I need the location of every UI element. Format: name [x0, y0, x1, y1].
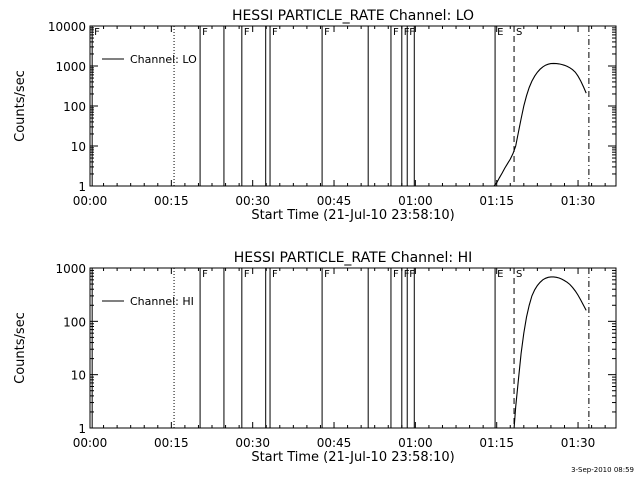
x-tick-label: 01:15: [479, 194, 514, 208]
event-marker-label: E: [497, 269, 503, 280]
x-tick-label: 00:45: [317, 194, 352, 208]
event-marker-label: F: [409, 27, 415, 38]
y-tick-label: 1000: [55, 60, 86, 74]
event-marker-label: F: [324, 27, 330, 38]
x-tick-label: 00:45: [317, 436, 352, 450]
x-tick-label: 00:30: [235, 194, 270, 208]
event-marker-label: F: [272, 269, 278, 280]
x-axis-label: Start Time (21-Jul-10 23:58:10): [251, 450, 454, 465]
event-marker-label: F: [404, 269, 410, 280]
chart-panel-2: [89, 267, 617, 429]
event-marker-label: F: [272, 27, 278, 38]
event-marker-label: F: [202, 27, 208, 38]
event-marker-label: F: [202, 269, 208, 280]
x-tick-label: 01:30: [561, 436, 596, 450]
event-marker-label: F: [324, 269, 330, 280]
y-axis-label: Counts/sec: [13, 70, 28, 142]
y-tick-label: 10: [71, 369, 86, 383]
event-marker-label: F: [244, 269, 250, 280]
event-marker-label: F: [244, 27, 250, 38]
x-tick-label: 00:00: [73, 194, 108, 208]
event-marker-label: F: [404, 27, 410, 38]
x-tick-label: 00:15: [154, 194, 189, 208]
y-tick-label: 10: [71, 140, 86, 154]
y-tick-label: 1000: [55, 262, 86, 276]
legend-label: Channel: LO: [130, 53, 197, 66]
y-tick-label: 1: [78, 422, 86, 436]
chart-title: HESSI PARTICLE_RATE Channel: LO: [232, 8, 474, 24]
y-axis-label: Counts/sec: [13, 312, 28, 384]
footer-timestamp: 3-Sep-2010 08:59: [571, 466, 634, 474]
event-marker-label: F: [393, 27, 399, 38]
event-marker-label: F: [393, 269, 399, 280]
event-marker-label: S: [516, 269, 522, 280]
event-marker-label: F: [409, 269, 415, 280]
plot-frame: [89, 267, 617, 429]
x-tick-label: 00:15: [154, 436, 189, 450]
x-tick-label: 01:00: [398, 436, 433, 450]
y-tick-label: 1: [78, 180, 86, 194]
series-line: [493, 62, 587, 187]
x-tick-label: 01:15: [479, 436, 514, 450]
y-tick-label: 100: [63, 315, 86, 329]
chart-title: HESSI PARTICLE_RATE Channel: HI: [234, 250, 472, 266]
event-marker-label: S: [516, 27, 522, 38]
plot-frame: [89, 25, 617, 187]
x-tick-label: 00:30: [235, 436, 270, 450]
x-tick-label: 01:00: [398, 194, 433, 208]
legend-label: Channel: HI: [130, 295, 194, 308]
event-marker-label: F: [94, 27, 100, 38]
y-tick-label: 100: [63, 100, 86, 114]
x-tick-label: 01:30: [561, 194, 596, 208]
event-marker-label: E: [497, 27, 503, 38]
x-axis-label: Start Time (21-Jul-10 23:58:10): [251, 208, 454, 223]
y-tick-label: 10000: [48, 20, 86, 34]
series-line: [513, 276, 587, 429]
x-tick-label: 00:00: [73, 436, 108, 450]
chart-panel-1: [89, 25, 617, 187]
